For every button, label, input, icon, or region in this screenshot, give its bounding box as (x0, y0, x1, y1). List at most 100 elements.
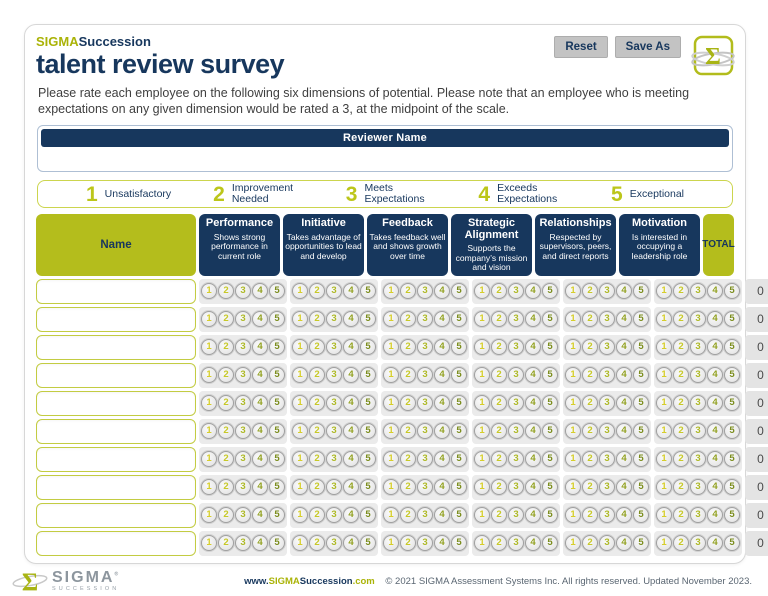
rating-circle[interactable]: 1 (383, 367, 399, 384)
rating-circle[interactable]: 2 (673, 507, 689, 524)
rating-circle[interactable]: 3 (326, 451, 342, 468)
rating-circle[interactable]: 2 (673, 423, 689, 440)
rating-circle[interactable]: 2 (582, 339, 598, 356)
rating-circle[interactable]: 2 (582, 451, 598, 468)
rating-circle[interactable]: 3 (508, 451, 524, 468)
rating-circle[interactable]: 2 (673, 339, 689, 356)
rating-circle[interactable]: 1 (474, 283, 490, 300)
rating-circle[interactable]: 3 (508, 507, 524, 524)
rating-circle[interactable]: 2 (309, 395, 325, 412)
rating-circle[interactable]: 3 (417, 311, 433, 328)
employee-name-input[interactable] (36, 446, 196, 472)
rating-circle[interactable]: 4 (252, 395, 268, 412)
rating-circle[interactable]: 5 (724, 311, 740, 328)
rating-circle[interactable]: 2 (309, 479, 325, 496)
rating-circle[interactable]: 4 (707, 339, 723, 356)
rating-circle[interactable]: 3 (417, 339, 433, 356)
rating-circle[interactable]: 2 (582, 311, 598, 328)
rating-circle[interactable]: 3 (508, 479, 524, 496)
rating-circle[interactable]: 5 (633, 283, 649, 300)
rating-circle[interactable]: 4 (616, 395, 632, 412)
rating-circle[interactable]: 2 (309, 535, 325, 552)
rating-circle[interactable]: 4 (707, 507, 723, 524)
rating-circle[interactable]: 1 (383, 423, 399, 440)
rating-circle[interactable]: 5 (269, 283, 285, 300)
rating-circle[interactable]: 3 (599, 479, 615, 496)
rating-circle[interactable]: 2 (491, 283, 507, 300)
reviewer-name-input[interactable] (41, 147, 729, 169)
rating-circle[interactable]: 4 (343, 339, 359, 356)
rating-circle[interactable]: 1 (656, 283, 672, 300)
rating-circle[interactable]: 4 (525, 423, 541, 440)
rating-circle[interactable]: 5 (360, 535, 376, 552)
rating-circle[interactable]: 5 (633, 311, 649, 328)
rating-circle[interactable]: 3 (690, 311, 706, 328)
rating-circle[interactable]: 3 (417, 535, 433, 552)
rating-circle[interactable]: 1 (474, 479, 490, 496)
rating-circle[interactable]: 4 (252, 283, 268, 300)
rating-circle[interactable]: 5 (269, 367, 285, 384)
rating-circle[interactable]: 5 (360, 283, 376, 300)
rating-circle[interactable]: 2 (309, 451, 325, 468)
save-as-button[interactable]: Save As (614, 36, 681, 58)
rating-circle[interactable]: 4 (525, 479, 541, 496)
rating-circle[interactable]: 2 (400, 339, 416, 356)
rating-circle[interactable]: 3 (508, 283, 524, 300)
rating-circle[interactable]: 5 (360, 367, 376, 384)
rating-circle[interactable]: 5 (633, 479, 649, 496)
rating-circle[interactable]: 2 (491, 479, 507, 496)
rating-circle[interactable]: 2 (309, 423, 325, 440)
rating-circle[interactable]: 2 (491, 339, 507, 356)
rating-circle[interactable]: 5 (451, 283, 467, 300)
employee-name-input[interactable] (36, 418, 196, 444)
rating-circle[interactable]: 4 (525, 283, 541, 300)
rating-circle[interactable]: 2 (491, 311, 507, 328)
rating-circle[interactable]: 4 (525, 311, 541, 328)
rating-circle[interactable]: 2 (491, 367, 507, 384)
rating-circle[interactable]: 2 (582, 507, 598, 524)
rating-circle[interactable]: 4 (707, 395, 723, 412)
rating-circle[interactable]: 3 (235, 451, 251, 468)
rating-circle[interactable]: 2 (673, 451, 689, 468)
rating-circle[interactable]: 4 (525, 367, 541, 384)
rating-circle[interactable]: 5 (542, 535, 558, 552)
rating-circle[interactable]: 4 (252, 367, 268, 384)
rating-circle[interactable]: 1 (201, 535, 217, 552)
rating-circle[interactable]: 5 (451, 311, 467, 328)
rating-circle[interactable]: 1 (201, 311, 217, 328)
rating-circle[interactable]: 1 (656, 367, 672, 384)
rating-circle[interactable]: 1 (201, 283, 217, 300)
rating-circle[interactable]: 4 (616, 479, 632, 496)
rating-circle[interactable]: 3 (690, 339, 706, 356)
rating-circle[interactable]: 1 (565, 535, 581, 552)
rating-circle[interactable]: 4 (252, 451, 268, 468)
rating-circle[interactable]: 2 (491, 423, 507, 440)
rating-circle[interactable]: 5 (269, 451, 285, 468)
rating-circle[interactable]: 2 (491, 507, 507, 524)
rating-circle[interactable]: 3 (326, 507, 342, 524)
rating-circle[interactable]: 4 (434, 423, 450, 440)
rating-circle[interactable]: 5 (542, 311, 558, 328)
rating-circle[interactable]: 5 (451, 395, 467, 412)
employee-name-input[interactable] (36, 390, 196, 416)
employee-name-input[interactable] (36, 334, 196, 360)
rating-circle[interactable]: 4 (525, 395, 541, 412)
rating-circle[interactable]: 5 (633, 367, 649, 384)
rating-circle[interactable]: 4 (434, 311, 450, 328)
rating-circle[interactable]: 2 (218, 367, 234, 384)
employee-name-input[interactable] (36, 502, 196, 528)
rating-circle[interactable]: 3 (326, 479, 342, 496)
rating-circle[interactable]: 1 (474, 311, 490, 328)
rating-circle[interactable]: 1 (565, 395, 581, 412)
employee-name-input[interactable] (36, 278, 196, 304)
rating-circle[interactable]: 2 (218, 423, 234, 440)
rating-circle[interactable]: 1 (474, 423, 490, 440)
rating-circle[interactable]: 5 (724, 451, 740, 468)
rating-circle[interactable]: 1 (656, 311, 672, 328)
rating-circle[interactable]: 5 (269, 423, 285, 440)
rating-circle[interactable]: 4 (434, 367, 450, 384)
rating-circle[interactable]: 1 (383, 395, 399, 412)
rating-circle[interactable]: 4 (525, 535, 541, 552)
rating-circle[interactable]: 4 (525, 507, 541, 524)
rating-circle[interactable]: 2 (400, 507, 416, 524)
